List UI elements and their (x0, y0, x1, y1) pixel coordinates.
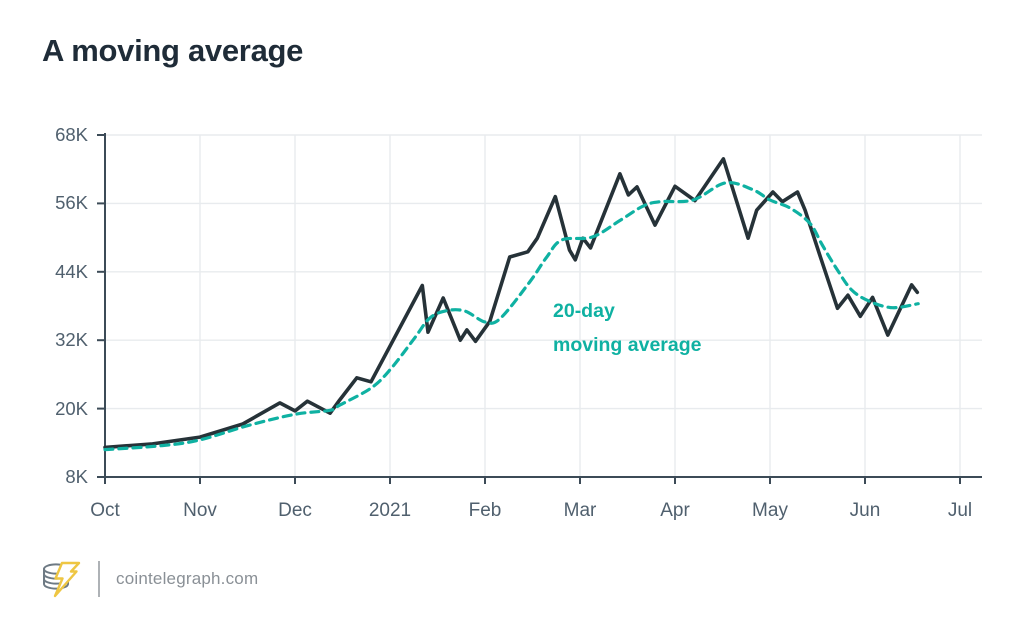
x-tick-label: Oct (90, 500, 120, 521)
x-tick-label: Dec (278, 500, 312, 521)
x-tick-label: Nov (183, 500, 217, 521)
y-tick-label: 44K (55, 260, 88, 282)
moving-average-annotation: 20-day moving average (553, 294, 701, 362)
y-tick-label: 56K (55, 192, 88, 214)
price-line (103, 157, 920, 450)
x-tick-label: Mar (563, 500, 597, 521)
cointelegraph-logo (43, 561, 81, 598)
lightning-t-icon (53, 561, 81, 598)
x-tick-label: Apr (660, 500, 690, 521)
y-tick-label: 32K (55, 329, 88, 351)
x-tick-label: Jul (947, 500, 973, 521)
y-tick-label: 68K (55, 124, 88, 145)
annotation-line-2: moving average (553, 334, 702, 356)
y-tick-label: 8K (65, 466, 88, 487)
x-tick-label: May (752, 500, 788, 521)
x-tick-label: Jun (849, 500, 881, 521)
annotation-line-1: 20-day (553, 300, 615, 322)
footer-site-text: cointelegraph.com (116, 569, 259, 588)
x-tick-label: Feb (468, 500, 502, 521)
moving-average-line (103, 180, 920, 452)
x-tick-label: 2021 (368, 500, 412, 521)
page-title: A moving average (42, 33, 304, 68)
footer: cointelegraph.com (40, 558, 258, 600)
footer-divider (98, 561, 100, 597)
y-tick-label: 20K (55, 397, 88, 419)
